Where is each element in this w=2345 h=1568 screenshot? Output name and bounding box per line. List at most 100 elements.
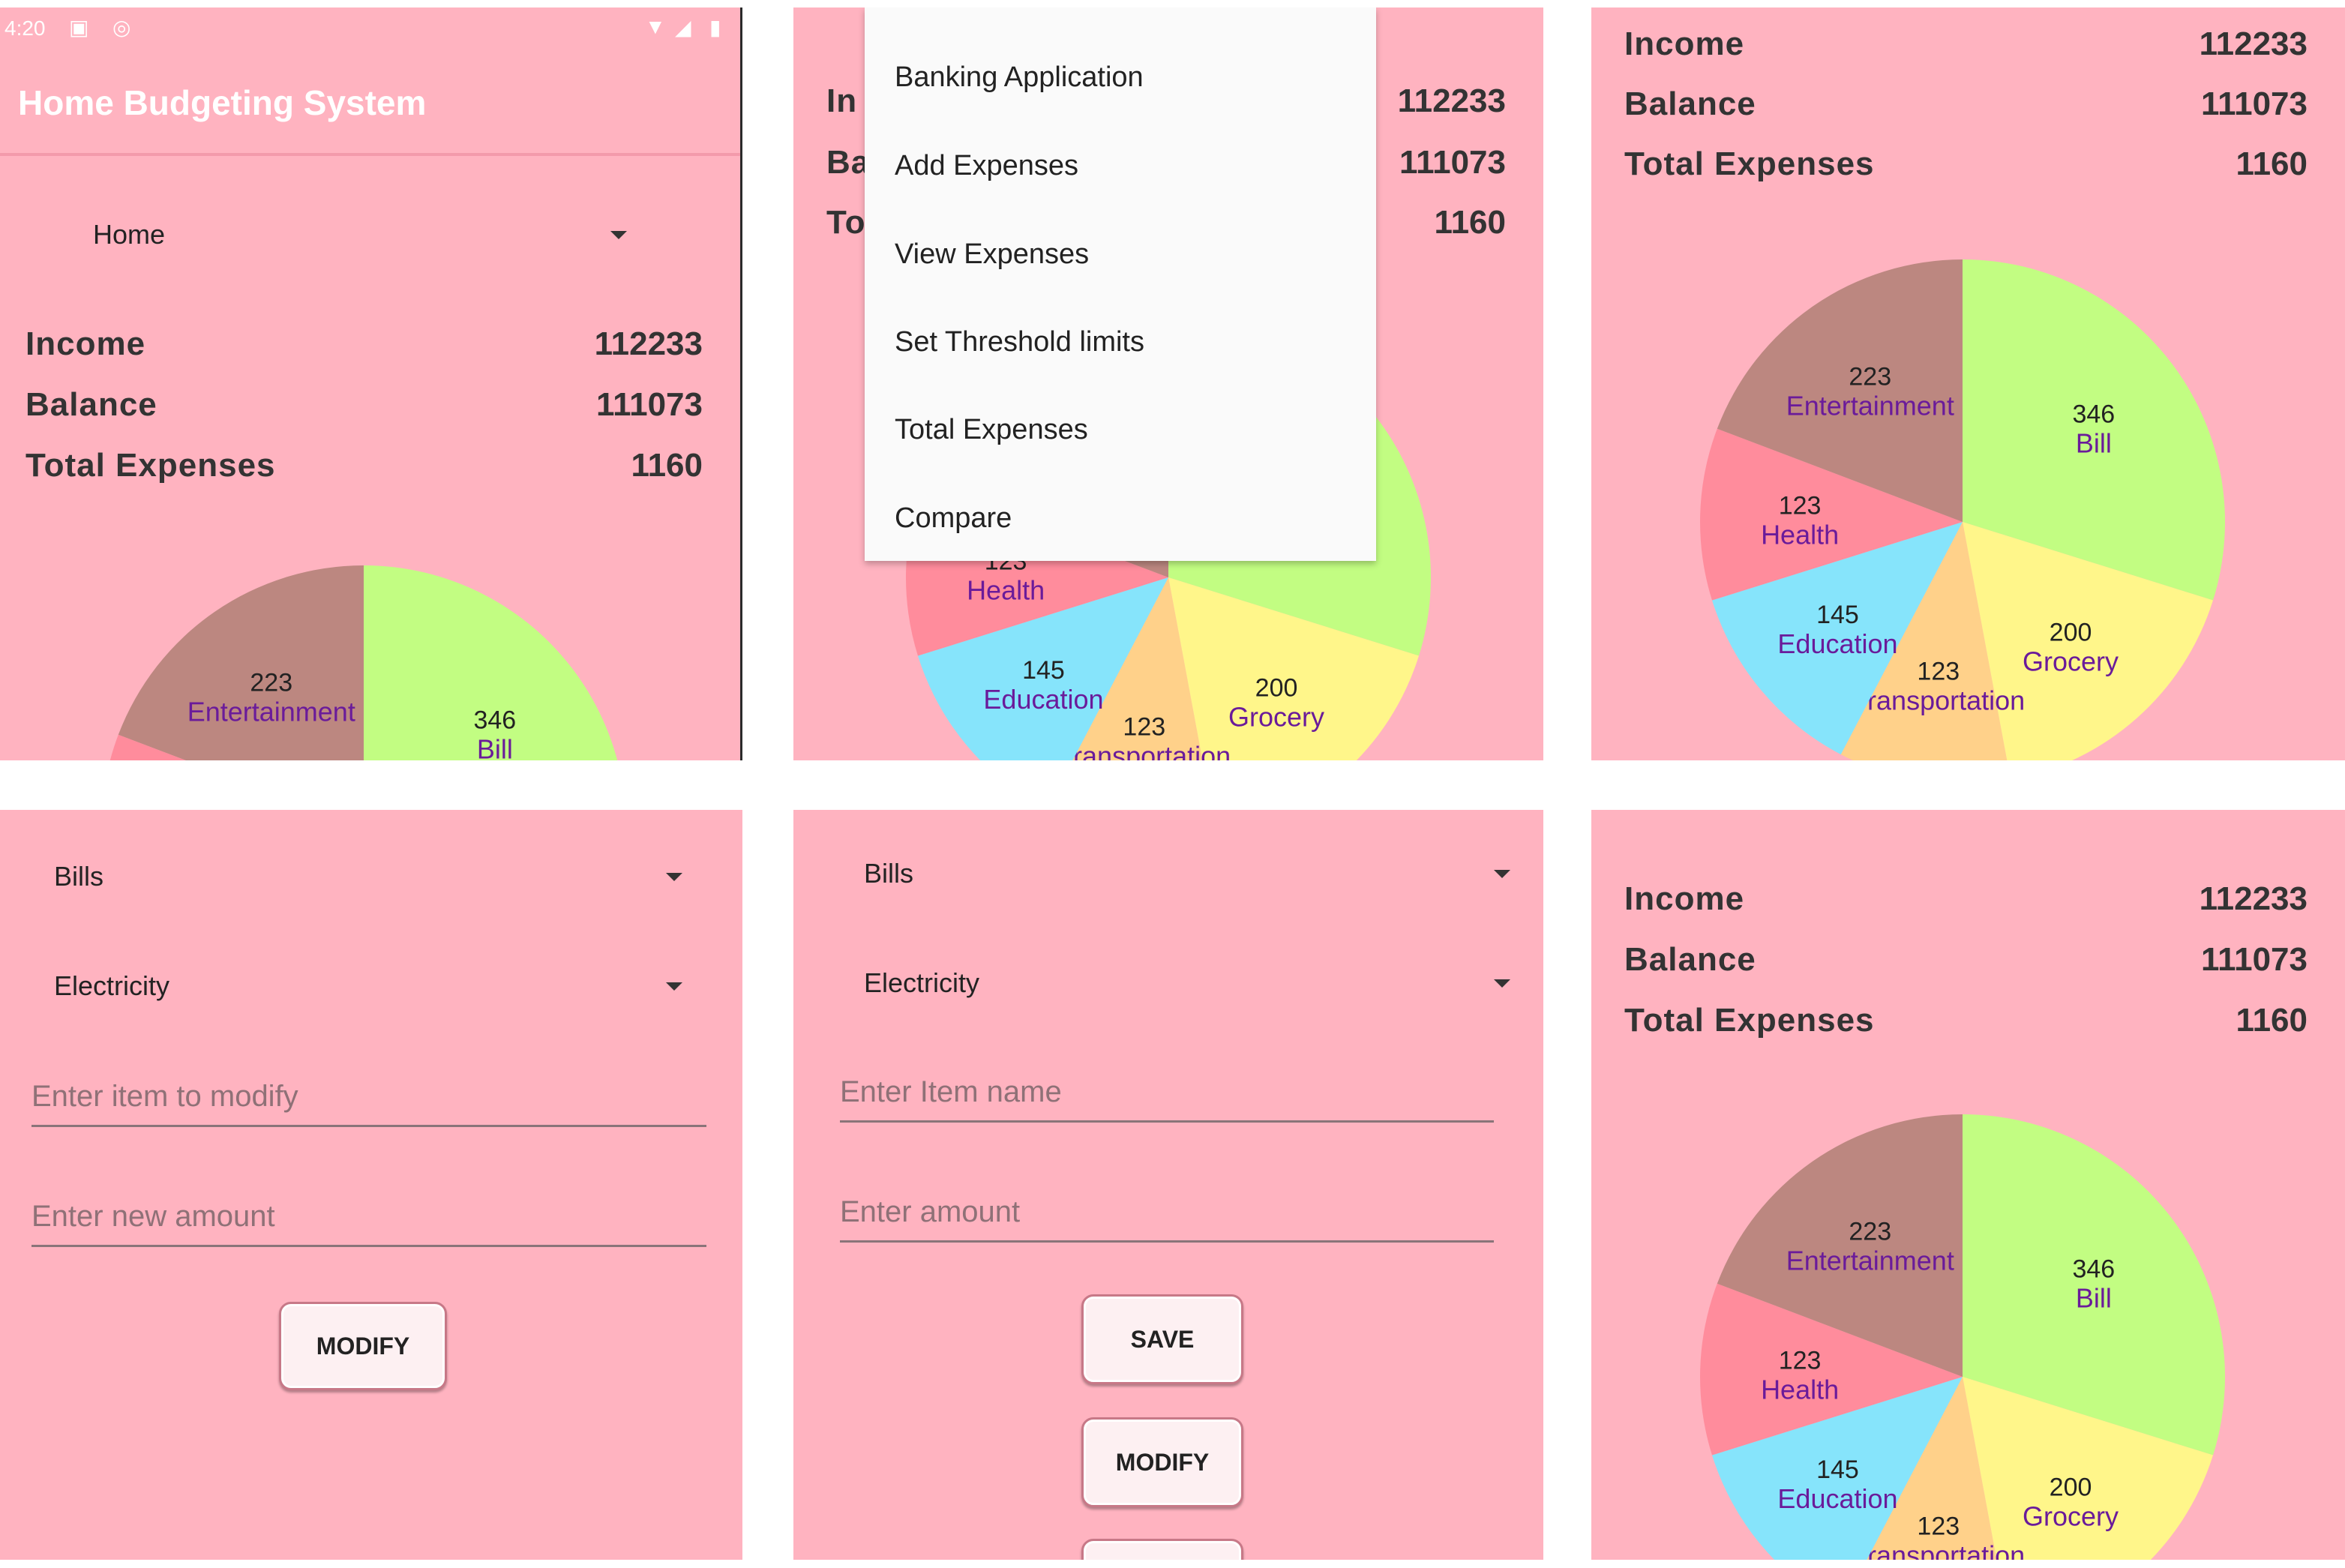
- balance-value: 111073: [2201, 941, 2308, 978]
- status-bar: 4:20 ▣ ◎ ▼ ◢ ▮: [0, 7, 740, 49]
- pie-slice-health: [1700, 1283, 1963, 1456]
- income-label: Income: [1624, 25, 1745, 62]
- new-amount-input[interactable]: Enter new amount: [31, 1200, 706, 1247]
- pie-slice-transportation: [1072, 577, 1203, 760]
- category-spinner[interactable]: Home: [93, 219, 627, 250]
- notification-icon: ▣: [69, 16, 89, 39]
- pie-value-transportation: 123: [1917, 658, 1960, 686]
- modify-expense-panel: Bills Electricity Enter item to modify E…: [0, 810, 742, 1560]
- chevron-down-icon: [1494, 979, 1510, 988]
- pie-label-grocery: Grocery: [2023, 1501, 2119, 1531]
- menu-item-banking-application[interactable]: Banking Application: [895, 61, 1144, 93]
- pie-slice-health: [1700, 428, 1963, 601]
- pie-value-entertainment: 223: [1849, 362, 1891, 391]
- pie-label-transportation: Transportation: [1852, 685, 2025, 716]
- pie-label-bill: Bill: [2076, 428, 2112, 459]
- pie-label-grocery: Grocery: [1228, 701, 1324, 732]
- delete-button-partial[interactable]: [1081, 1539, 1243, 1560]
- status-time: 4:20: [4, 16, 46, 40]
- expense-pie-chart: 346Bill200Grocery123Transportation145Edu…: [1700, 259, 2225, 760]
- pie-slice-entertainment: [1717, 259, 1963, 522]
- wifi-icon: ▼: [645, 15, 666, 38]
- total-expenses-label: Total Expenses: [1624, 1002, 1875, 1039]
- amount-input[interactable]: Enter amount: [840, 1195, 1494, 1243]
- add-expense-panel: Bills Electricity Enter Item name Enter …: [793, 810, 1543, 1560]
- income-value: 112233: [2199, 880, 2308, 917]
- pie-value-education: 145: [1816, 601, 1859, 629]
- pie-label-transportation: Transportation: [1057, 741, 1231, 760]
- pie-value-bill: 346: [2072, 1255, 2115, 1284]
- pie-value-entertainment: 223: [1849, 1217, 1891, 1246]
- pie-value-grocery: 200: [2050, 618, 2092, 646]
- balance-label: Balance: [1624, 85, 1756, 122]
- pie-label-entertainment: Entertainment: [1786, 390, 1954, 421]
- pie-label-education: Education: [1777, 1483, 1897, 1514]
- income-value: 112233: [1397, 82, 1506, 119]
- item-name-input[interactable]: Enter Item name: [840, 1075, 1494, 1123]
- pie-value-grocery: 200: [1255, 673, 1298, 702]
- pie-value-health: 123: [1779, 1347, 1822, 1375]
- item-to-modify-input[interactable]: Enter item to modify: [31, 1080, 706, 1127]
- pie-slice-bill: [1963, 259, 2225, 601]
- pie-label-education: Education: [1777, 628, 1897, 659]
- expense-pie-chart: 346Bill200Grocery123Transportation145Edu…: [109, 565, 618, 760]
- balance-value: 111073: [1399, 144, 1506, 181]
- pie-value-transportation: 123: [1917, 1513, 1960, 1541]
- pie-slice-education: [1711, 522, 1963, 755]
- category-spinner-value: Home: [93, 219, 166, 250]
- pie-slice-education: [917, 577, 1168, 760]
- modify-button[interactable]: MODIFY: [1081, 1417, 1243, 1507]
- subcategory-spinner[interactable]: Electricity: [54, 970, 682, 1002]
- pie-value-bill: 346: [473, 706, 516, 735]
- pie-label-education: Education: [983, 684, 1103, 715]
- menu-item-view-expenses[interactable]: View Expenses: [895, 238, 1090, 270]
- menu-item-add-expenses[interactable]: Add Expenses: [895, 150, 1079, 181]
- income-label: Income: [25, 325, 146, 362]
- balance-label: Balance: [1624, 941, 1756, 978]
- pie-label-health: Health: [1761, 520, 1839, 550]
- appbar-divider: [0, 153, 740, 156]
- category-spinner[interactable]: Bills: [864, 858, 1510, 889]
- income-value: 112233: [594, 325, 703, 362]
- pie-slice-transportation: [1840, 522, 2008, 760]
- total-expenses-value: 1160: [2236, 1002, 2308, 1039]
- category-spinner-value: Bills: [54, 861, 104, 892]
- category-spinner-value: Bills: [864, 858, 914, 889]
- modify-button[interactable]: MODIFY: [279, 1302, 447, 1390]
- subcategory-spinner[interactable]: Electricity: [864, 967, 1510, 999]
- subcategory-spinner-value: Electricity: [54, 970, 170, 1001]
- expense-pie-chart: 346Bill200Grocery123Transportation145Edu…: [1700, 1114, 2225, 1560]
- total-expenses-value: 1160: [1434, 204, 1506, 241]
- pie-slice-grocery: [1963, 1377, 2214, 1560]
- summary-screen-panel-2: Income 112233 Balance 111073 Total Expen…: [1591, 810, 2345, 1560]
- home-screen-panel: 4:20 ▣ ◎ ▼ ◢ ▮ Home Budgeting System Hom…: [0, 7, 742, 760]
- pie-slice-bill: [1963, 1114, 2225, 1456]
- pie-value-entertainment: 223: [250, 668, 292, 697]
- pie-value-education: 145: [1022, 656, 1065, 685]
- pie-label-bill: Bill: [2076, 1283, 2112, 1314]
- menu-screen-panel: In Ba To 112233 111073 1160 346Bill200Gr…: [793, 7, 1543, 760]
- category-spinner[interactable]: Bills: [54, 861, 682, 892]
- chevron-down-icon: [666, 982, 682, 991]
- total-expenses-value: 1160: [631, 447, 703, 484]
- balance-label: Balance: [25, 386, 157, 423]
- pie-label-grocery: Grocery: [2023, 646, 2119, 676]
- subcategory-spinner-value: Electricity: [864, 967, 980, 998]
- total-expenses-value: 1160: [2236, 145, 2308, 182]
- save-button[interactable]: SAVE: [1081, 1294, 1243, 1384]
- pie-slice-bill: [364, 565, 618, 760]
- sync-icon: ◎: [112, 16, 131, 39]
- pie-label-transportation: Transportation: [1852, 1540, 2025, 1560]
- pie-slice-transportation: [1867, 1377, 1997, 1560]
- pie-value-transportation: 123: [1123, 713, 1165, 742]
- menu-item-total-expenses[interactable]: Total Expenses: [895, 414, 1088, 445]
- total-expenses-label: Total Expenses: [25, 447, 276, 484]
- menu-item-compare[interactable]: Compare: [895, 502, 1012, 534]
- pie-value-health: 123: [1779, 492, 1822, 520]
- overflow-menu: Banking Application Add Expenses View Ex…: [865, 7, 1376, 561]
- menu-item-set-threshold-limits[interactable]: Set Threshold limits: [895, 326, 1144, 358]
- income-label: Income: [1624, 880, 1745, 917]
- battery-icon: ▮: [709, 16, 721, 39]
- app-title: Home Budgeting System: [18, 83, 427, 122]
- pie-value-bill: 346: [2072, 400, 2115, 429]
